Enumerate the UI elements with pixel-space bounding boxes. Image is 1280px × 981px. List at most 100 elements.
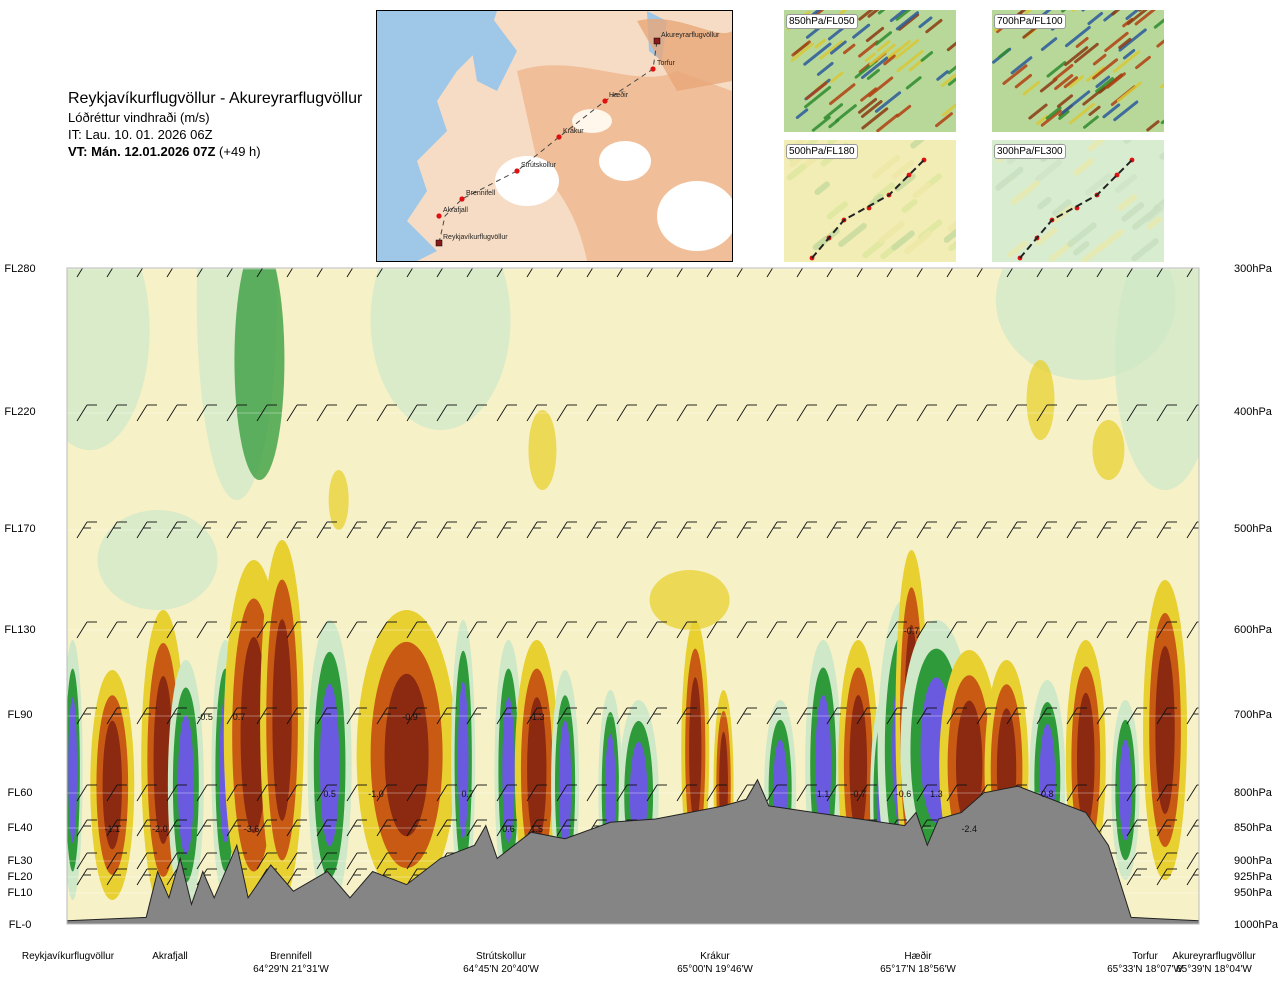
wind-barb — [1126, 404, 1147, 422]
wind-cell — [689, 677, 702, 823]
mini-map-stroke — [852, 23, 871, 39]
mini-map-300: 300hPa/FL300 — [992, 140, 1164, 262]
wind-barb — [1036, 621, 1057, 639]
mini-map-stroke — [827, 140, 839, 146]
wind-barb — [496, 707, 517, 725]
wind-barb — [766, 268, 774, 278]
y-right-tick: 900hPa — [1234, 855, 1272, 867]
mini-map-stroke — [1045, 106, 1062, 120]
wind-barb — [286, 404, 307, 422]
mini-map-stroke — [1083, 115, 1099, 129]
upper-contour — [67, 268, 150, 450]
wind-barb — [136, 621, 157, 639]
wind-barb — [976, 621, 997, 639]
mini-map-stroke — [826, 201, 848, 220]
mini-map-label: 500hPa/FL180 — [786, 144, 858, 159]
mini-map-stroke — [811, 10, 822, 17]
mini-map-stroke — [804, 85, 832, 109]
upper-contour — [1092, 420, 1125, 480]
wind-barb — [76, 521, 97, 539]
wind-barb — [856, 707, 877, 725]
mini-map-stroke — [894, 173, 916, 192]
y-left-tick: FL30 — [7, 855, 33, 867]
mini-map-stroke — [830, 71, 844, 83]
mini-map-stroke — [1156, 39, 1164, 48]
mini-map-stroke — [862, 239, 885, 259]
wind-barb — [586, 404, 607, 422]
wind-barb — [466, 621, 487, 639]
mini-map-stroke — [1073, 241, 1090, 256]
wind-barb — [886, 521, 907, 539]
mini-map-stroke — [901, 198, 918, 213]
y-left-tick: FL10 — [7, 887, 33, 899]
mini-map-stroke — [1061, 90, 1091, 115]
mini-map-stroke — [920, 51, 934, 62]
mini-map-stroke — [876, 113, 899, 132]
mini-map-stroke — [1040, 37, 1058, 51]
value-label: -3.6 — [244, 824, 260, 834]
wind-barb — [1096, 621, 1117, 639]
wind-barb — [76, 404, 97, 422]
wind-barb — [676, 784, 697, 802]
wind-barb — [196, 404, 217, 422]
mini-map-stroke — [1114, 173, 1138, 193]
location-coord: 65°39'N 18°04'W — [1176, 964, 1252, 975]
wind-barb — [616, 404, 637, 422]
mini-map-stroke — [1002, 64, 1028, 85]
wind-barb — [616, 268, 624, 278]
mini-map-stroke — [947, 65, 956, 75]
mini-map-stroke — [1106, 72, 1126, 89]
wind-barb — [1126, 819, 1147, 837]
mini-map-stroke — [795, 108, 809, 119]
wind-cell — [384, 673, 429, 837]
wind-barb — [406, 268, 414, 278]
wind-barb — [406, 852, 427, 870]
mini-map-stroke — [1037, 196, 1052, 210]
value-label: -2.0 — [152, 824, 168, 834]
wind-barb — [1066, 268, 1074, 278]
location-label: Brennifell 64°29'N 21°31'W — [236, 950, 346, 976]
wind-barb — [676, 404, 697, 422]
mini-map-stroke — [1117, 194, 1137, 211]
y-right-tick: 950hPa — [1234, 887, 1272, 899]
value-label: 1.5 — [531, 824, 544, 834]
value-label: 0.8 — [1041, 789, 1054, 799]
wind-barb — [256, 707, 277, 725]
mini-map-stroke — [1092, 53, 1107, 66]
wind-barb — [796, 784, 817, 802]
wind-barb — [826, 784, 847, 802]
wind-barb — [136, 852, 157, 870]
wind-barb — [466, 707, 487, 725]
wind-barb — [106, 852, 127, 870]
wind-cell — [1155, 646, 1175, 814]
y-right-tick: 925hPa — [1234, 871, 1272, 883]
mini-map-stroke — [1126, 10, 1148, 26]
wind-barb — [256, 819, 277, 837]
wind-cell — [240, 637, 267, 833]
wind-barb — [976, 404, 997, 422]
wind-barb — [856, 621, 877, 639]
wind-barb — [196, 784, 217, 802]
wind-barb — [166, 404, 187, 422]
mini-map-stroke — [1068, 102, 1095, 125]
y-left-tick: FL170 — [4, 523, 36, 535]
mini-map-300-drawing — [992, 140, 1164, 262]
y-left-tick: FL130 — [4, 624, 36, 636]
mini-map-stroke — [1067, 222, 1097, 248]
wind-barb — [166, 621, 187, 639]
mini-map-stroke — [1068, 75, 1085, 89]
wind-barb — [256, 852, 277, 870]
wind-barb — [376, 521, 397, 539]
wind-barb — [256, 404, 277, 422]
mini-map-stroke — [1087, 140, 1107, 152]
wind-barb — [256, 268, 264, 278]
wind-barb — [406, 784, 427, 802]
mini-map-stroke — [814, 38, 827, 49]
wind-barb — [796, 521, 817, 539]
wind-barb — [1156, 404, 1177, 422]
mini-map-stroke — [1058, 110, 1070, 120]
valid-time-offset: (+49 h) — [219, 144, 261, 159]
route-map-drawing: Akureyrarflugvöllur Torfur Hæðir Krákur Strú… — [377, 11, 732, 261]
wind-barb — [946, 707, 967, 725]
mini-map-stroke — [1132, 205, 1162, 230]
